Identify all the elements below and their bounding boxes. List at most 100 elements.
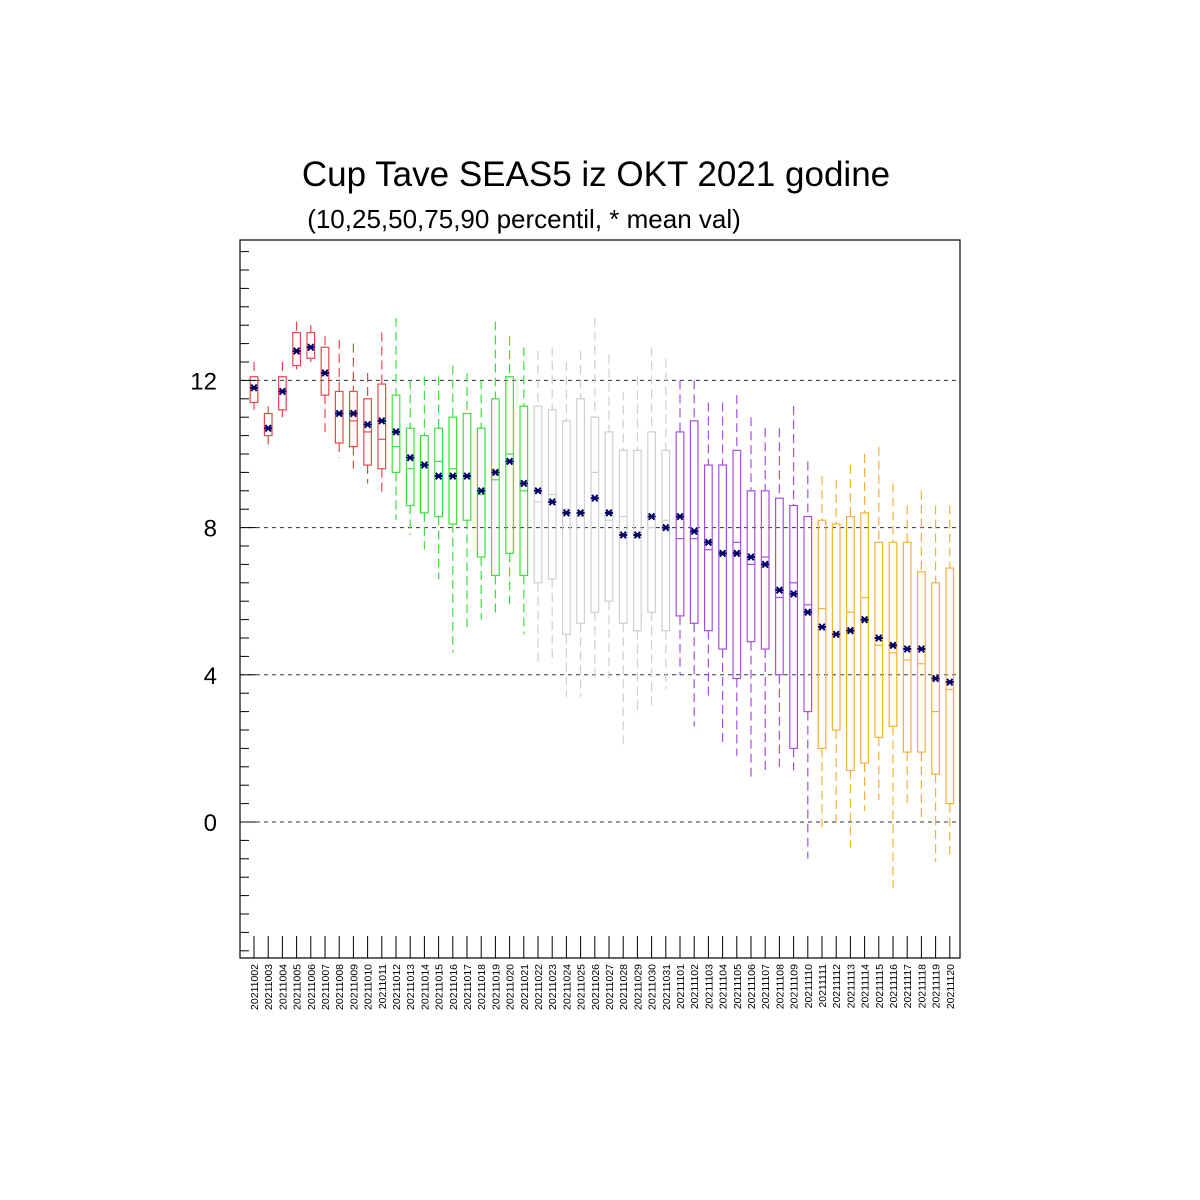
box-20211017 xyxy=(462,373,472,631)
mean-marker xyxy=(548,497,557,506)
mean-marker xyxy=(789,589,798,598)
box-iqr xyxy=(845,515,855,772)
box-20211103 xyxy=(703,402,713,701)
mean-marker xyxy=(718,549,727,558)
x-tick-label: 20211029 xyxy=(632,964,644,1010)
box-iqr xyxy=(746,490,756,643)
y-tick-label: 8 xyxy=(204,516,217,543)
box-20211020 xyxy=(505,336,514,609)
x-tick-label: 20211107 xyxy=(760,964,772,1009)
x-tick-label: 20211104 xyxy=(718,964,730,1009)
box-20211113 xyxy=(845,465,855,848)
x-tick-label: 20211006 xyxy=(306,964,318,1010)
mean-marker xyxy=(917,645,926,653)
mean-marker xyxy=(491,468,500,477)
mean-marker xyxy=(477,486,486,495)
box-iqr xyxy=(902,541,912,753)
x-tick-label: 20211026 xyxy=(590,964,602,1010)
x-tick-label: 20211106 xyxy=(746,964,758,1009)
mean-marker xyxy=(633,531,642,539)
mean-marker xyxy=(874,634,883,642)
box-iqr xyxy=(263,412,273,437)
x-tick-label: 20211020 xyxy=(505,964,517,1010)
mean-marker xyxy=(292,347,301,355)
box-20211013 xyxy=(405,380,415,535)
mean-marker xyxy=(732,549,741,558)
box-iqr xyxy=(760,490,770,650)
box-iqr xyxy=(718,464,727,650)
box-iqr xyxy=(831,523,841,731)
box-iqr xyxy=(391,394,401,473)
x-tick-label: 20211030 xyxy=(647,964,659,1010)
mean-marker xyxy=(889,641,897,650)
x-tick-label: 20211115 xyxy=(874,964,886,1009)
box-iqr xyxy=(349,390,358,448)
mean-marker xyxy=(605,509,613,517)
y-tick-label: 4 xyxy=(204,663,217,690)
box-20211115 xyxy=(874,446,884,800)
box-20211024 xyxy=(561,362,571,697)
box-iqr xyxy=(675,431,685,617)
x-tick-label: 20211114 xyxy=(860,964,872,1009)
x-tick-label: 20211003 xyxy=(263,964,275,1010)
chart-title: Cup Tave SEAS5 iz OKT 2021 godine xyxy=(302,155,890,194)
x-tick-label: 20211108 xyxy=(774,964,786,1009)
box-iqr xyxy=(590,416,600,613)
box-20211119 xyxy=(931,505,940,863)
box-20211029 xyxy=(632,376,642,716)
x-tick-label: 20211118 xyxy=(916,964,928,1009)
box-iqr xyxy=(789,504,798,749)
mean-marker xyxy=(775,586,784,595)
box-iqr xyxy=(874,541,884,738)
box-20211008 xyxy=(334,339,344,458)
x-tick-label: 20211004 xyxy=(277,964,289,1010)
box-iqr xyxy=(405,427,415,507)
box-20211116 xyxy=(888,483,898,889)
mean-markers xyxy=(250,343,954,687)
box-iqr xyxy=(817,519,827,749)
box-iqr xyxy=(803,515,813,713)
x-tick-label: 20211018 xyxy=(476,964,488,1010)
mean-marker xyxy=(661,523,670,532)
box-20211102 xyxy=(689,380,699,727)
mean-marker xyxy=(704,538,713,547)
x-tick-label: 20211013 xyxy=(405,964,417,1010)
x-tick-label: 20211012 xyxy=(391,964,403,1010)
x-axis: 20211002 20211003 20211004 20211005 20211006… xyxy=(249,936,957,1010)
box-20211111 xyxy=(817,476,827,830)
box-20211011 xyxy=(377,332,387,495)
box-iqr xyxy=(916,571,926,753)
mean-marker xyxy=(803,608,812,617)
box-iqr xyxy=(420,435,429,514)
x-tick-label: 20211008 xyxy=(334,964,346,1010)
x-tick-label: 20211009 xyxy=(348,964,360,1010)
x-tick-label: 20211111 xyxy=(817,964,829,1008)
box-20211019 xyxy=(491,321,500,616)
x-tick-label: 20211105 xyxy=(732,964,744,1009)
gridlines xyxy=(240,379,960,823)
mean-marker xyxy=(619,531,628,539)
y-tick-label: 12 xyxy=(190,368,217,395)
box-20211117 xyxy=(902,505,912,808)
box-iqr xyxy=(774,497,784,676)
box-20211031 xyxy=(661,358,671,690)
mean-marker xyxy=(846,626,855,635)
mean-marker xyxy=(676,512,684,521)
mean-marker xyxy=(832,630,841,639)
mean-marker xyxy=(434,472,443,480)
mean-marker xyxy=(363,420,372,429)
plot-frame xyxy=(239,239,961,959)
box-iqr xyxy=(491,398,500,577)
box-20211104 xyxy=(718,402,727,745)
mean-marker xyxy=(860,615,869,624)
box-iqr xyxy=(292,331,301,367)
x-tick-label: 20211117 xyxy=(902,964,914,1009)
mean-marker xyxy=(463,472,471,480)
x-tick-label: 20211101 xyxy=(675,964,687,1009)
box-20211004 xyxy=(278,362,287,418)
box-20211007 xyxy=(320,336,330,436)
box-iqr xyxy=(278,376,287,411)
y-tick-label: 0 xyxy=(204,810,217,837)
box-20211118 xyxy=(916,490,926,822)
